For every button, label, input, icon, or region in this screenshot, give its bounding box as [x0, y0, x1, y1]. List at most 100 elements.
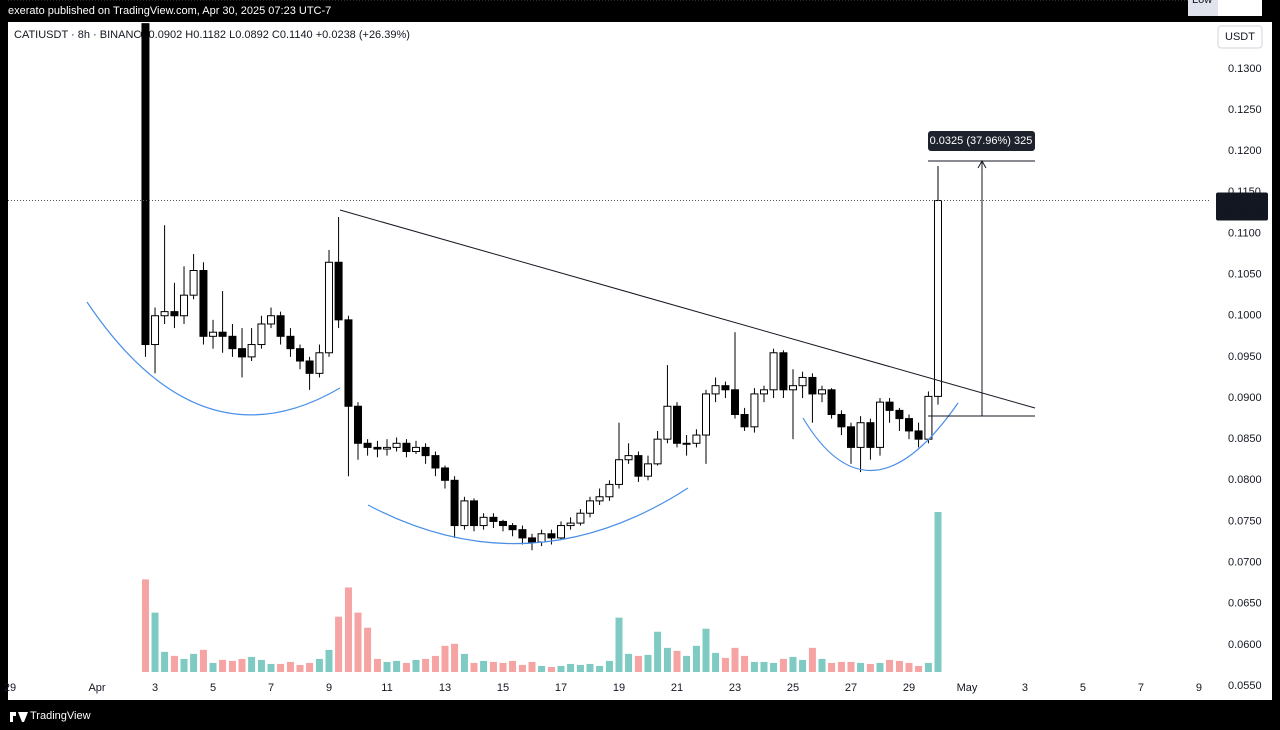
candle-body: [817, 389, 826, 395]
volume-bar: [228, 660, 236, 672]
volume-bar: [509, 660, 517, 672]
volume-bar: [257, 659, 265, 672]
volume-bar: [673, 650, 681, 672]
trend-line: [339, 209, 1036, 409]
candle-body: [779, 352, 788, 391]
x-tick-label: 19: [613, 682, 625, 694]
volume-bar: [518, 664, 526, 672]
volume-bar: [828, 662, 836, 672]
candle-body: [151, 315, 160, 346]
candle-body: [518, 529, 527, 539]
x-tick-label: 11: [381, 682, 392, 694]
volume-bar: [325, 649, 333, 672]
footer: TradingView: [30, 710, 91, 722]
volume-bar: [209, 662, 217, 672]
volume-bar: [895, 660, 903, 672]
volume-bar: [760, 661, 768, 672]
y-tick-label: 0.1000: [1228, 310, 1262, 322]
x-tick-label: 25: [787, 682, 799, 694]
y-tick-label: 0.1200: [1228, 145, 1262, 157]
candle-body: [682, 442, 691, 445]
candle-body: [354, 405, 363, 444]
volume-bar: [934, 512, 942, 672]
volume-bar: [296, 664, 304, 672]
volume-bar: [692, 645, 700, 672]
candle-body: [759, 389, 768, 395]
candle-body: [692, 434, 701, 444]
volume-bar: [431, 655, 439, 672]
volume-bar: [847, 661, 855, 672]
volume-bar: [799, 659, 807, 672]
low-tag: [1188, 0, 1218, 16]
volume-bar: [625, 653, 633, 672]
volume-bar: [180, 658, 188, 672]
y-tick-label: 0.0550: [1228, 680, 1262, 692]
candle-body: [653, 438, 662, 465]
volume-bar: [547, 666, 555, 672]
last-price-label: 0.1140: [1222, 194, 1255, 206]
candle-body: [634, 455, 643, 477]
volume-bar: [538, 665, 546, 672]
volume-bar: [750, 661, 758, 672]
volume-bar: [354, 612, 362, 672]
x-tick-label: 9: [1196, 682, 1202, 694]
volume-bar: [480, 660, 488, 672]
candle-body: [673, 405, 682, 444]
currency: USDT: [1225, 31, 1255, 43]
volume-bar: [663, 647, 671, 672]
candle-body: [412, 446, 421, 453]
measure-label: 0.0325 (37.96%) 325: [930, 135, 1033, 147]
candle-body: [247, 344, 256, 358]
candle-body: [421, 446, 430, 457]
candle-body: [286, 335, 295, 350]
ohlc: O0.0902 H0.1182 L0.0892 C0.1140 +0.0238 …: [140, 29, 410, 41]
x-tick-label: 3: [1022, 682, 1028, 694]
y-tick-label: 0.0650: [1228, 598, 1262, 610]
volume-bar: [470, 662, 478, 672]
candle-body: [170, 311, 179, 317]
candle-body: [730, 389, 739, 415]
low-box: [1218, 0, 1262, 16]
candle-body: [750, 393, 759, 428]
volume-bar: [499, 662, 507, 672]
drawings: [86, 159, 1036, 545]
volume-bar: [248, 656, 256, 672]
volume-bar: [460, 653, 468, 672]
x-tick-label: 7: [268, 682, 274, 694]
candle-body: [615, 459, 624, 485]
y-tick-label: 0.0800: [1228, 474, 1262, 486]
candle-body: [837, 413, 846, 428]
x-tick-label: 7: [1138, 682, 1144, 694]
candle-body: [769, 352, 778, 391]
x-tick-label: 29: [903, 682, 915, 694]
candle-body: [566, 522, 575, 527]
x-tick-label: 27: [845, 682, 857, 694]
candle-body: [866, 422, 875, 448]
currency-box[interactable]: [1217, 25, 1263, 49]
x-tick-label: 23: [729, 682, 741, 694]
volume-bar: [837, 661, 845, 672]
y-tick-label: 0.1300: [1228, 63, 1262, 75]
logo: [10, 712, 28, 722]
countdown: 01:36:48: [1222, 206, 1265, 218]
volume-bar: [335, 616, 343, 672]
candle-body: [846, 426, 855, 448]
volume-bar: [924, 662, 932, 672]
y-tick-label: 0.0900: [1228, 392, 1262, 404]
symbol: CATIUSDT · 8h · BINANCE: [14, 29, 149, 41]
measure-box: [928, 131, 1035, 151]
candle-body: [557, 525, 566, 539]
volume-bar: [876, 662, 884, 672]
volume-bar: [393, 660, 401, 672]
volume-bar: [315, 658, 323, 672]
candle-body: [392, 442, 401, 448]
candle-body: [218, 331, 227, 337]
candle-body: [363, 442, 372, 448]
volume-bar: [306, 662, 314, 672]
candle-body: [402, 442, 411, 453]
volume-bar: [277, 663, 285, 672]
volume-bar: [286, 661, 294, 672]
y-tick-label: 0.1250: [1228, 104, 1262, 116]
